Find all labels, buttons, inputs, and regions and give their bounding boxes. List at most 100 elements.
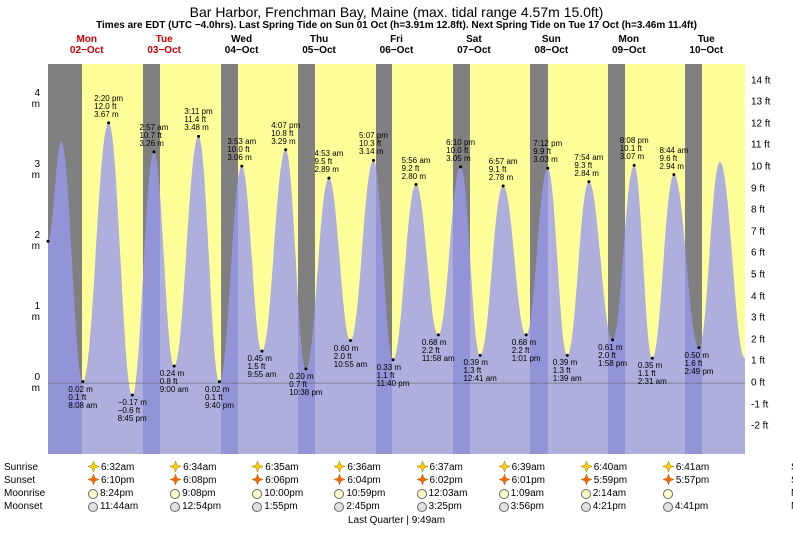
footer-cell: 12:03am	[417, 488, 499, 499]
footer-cell: 6:37am	[417, 461, 499, 475]
footer-row-moonrise: MoonriseMoonrise8:24pm9:08pm10:00pm10:59…	[48, 487, 745, 500]
footer-cell: 12:54pm	[170, 501, 252, 512]
moon-icon	[499, 489, 509, 499]
tide-point-label: 0.60 m2.0 ft10:55 am	[334, 345, 367, 369]
sun-yellow-icon	[170, 461, 181, 475]
moon-icon	[88, 502, 98, 512]
footer-cell: 6:41am	[663, 461, 745, 475]
footer-cell: 11:44am	[88, 501, 170, 512]
moon-icon	[170, 489, 180, 499]
time-value: 10:00pm	[264, 488, 303, 499]
date-header: Thu05−Oct	[280, 34, 357, 62]
time-value: 1:09am	[511, 488, 544, 499]
y-tick-ft: 7 ft	[751, 226, 781, 237]
time-value: 6:10pm	[101, 475, 134, 486]
y-tick-ft: 1 ft	[751, 356, 781, 367]
time-value: 10:59pm	[346, 488, 385, 499]
footer-cell: 6:10pm	[88, 474, 170, 488]
sun-orange-icon	[170, 474, 181, 488]
tide-point-label: 5:07 pm10.3 ft3.14 m	[359, 132, 388, 156]
tide-point-label: 7:54 am9.3 ft2.84 m	[574, 154, 603, 178]
time-value: 12:54pm	[182, 501, 221, 512]
footer-cell: 6:06pm	[252, 474, 334, 488]
time-value: 4:21pm	[593, 501, 626, 512]
y-tick-ft: -1 ft	[751, 399, 781, 410]
time-value: 6:34am	[183, 462, 216, 473]
moon-icon	[581, 502, 591, 512]
y-tick-m: 4 m	[26, 88, 40, 110]
footer-cell: 6:02pm	[417, 474, 499, 488]
sun-orange-icon	[663, 474, 674, 488]
y-tick-ft: 2 ft	[751, 334, 781, 345]
footer-cell: 3:25pm	[417, 501, 499, 512]
time-value: 2:14am	[593, 488, 626, 499]
footer-cell: 4:21pm	[581, 501, 663, 512]
sun-orange-icon	[88, 474, 99, 488]
y-tick-ft: 14 ft	[751, 75, 781, 86]
tide-point-label: 0.33 m1.1 ft11:40 pm	[377, 364, 410, 388]
tide-point-label: 0.45 m1.5 ft9:55 am	[248, 355, 277, 379]
footer-row-sunrise: SunriseSunrise6:32am6:34am6:35am6:36am6:…	[48, 461, 745, 474]
date-header: Sat07−Oct	[435, 34, 512, 62]
footer-cell: 9:08pm	[170, 488, 252, 499]
time-value: 6:35am	[265, 462, 298, 473]
moon-icon	[499, 502, 509, 512]
date-header: Mon02−Oct	[48, 34, 125, 62]
tide-point-label: 3:11 pm11.4 ft3.48 m	[184, 108, 212, 132]
moon-icon	[334, 502, 344, 512]
time-value: 6:40am	[594, 462, 627, 473]
sun-orange-icon	[252, 474, 263, 488]
footer-cell: 6:32am	[88, 461, 170, 475]
tide-point-label: 2:57 am10.7 ft3.26 m	[139, 124, 168, 148]
moon-icon	[252, 502, 262, 512]
y-tick-ft: 0 ft	[751, 378, 781, 389]
date-header: Sun08−Oct	[513, 34, 590, 62]
tide-point-label: 0.20 m0.7 ft10:38 pm	[289, 373, 322, 397]
footer-cell: 5:57pm	[663, 474, 745, 488]
footer-cell: 10:59pm	[334, 488, 416, 499]
y-tick-ft: 13 ft	[751, 97, 781, 108]
time-value: 6:39am	[512, 462, 545, 473]
sun-orange-icon	[417, 474, 428, 488]
moon-icon	[334, 489, 344, 499]
time-value: 6:06pm	[265, 475, 298, 486]
tide-point-label: 0.68 m2.2 ft1:01 pm	[512, 339, 541, 363]
footer-table: SunriseSunrise6:32am6:34am6:35am6:36am6:…	[48, 461, 745, 535]
time-value: 6:01pm	[512, 475, 545, 486]
tide-point-label: 0.24 m0.8 ft9:00 am	[160, 370, 189, 394]
moon-icon	[170, 502, 180, 512]
tide-point-label: 0.35 m1.1 ft2:31 am	[638, 362, 667, 386]
y-tick-ft: 3 ft	[751, 313, 781, 324]
tide-chart: 0 m1 m2 m3 m4 m -2 ft-1 ft0 ft1 ft2 ft3 …	[48, 64, 745, 454]
footer-row-moonset: MoonsetMoonset11:44am12:54pm1:55pm2:45pm…	[48, 500, 745, 513]
date-header: Wed04−Oct	[203, 34, 280, 62]
time-value: 9:08pm	[182, 488, 215, 499]
tide-point-label: 8:44 am9.6 ft2.94 m	[659, 147, 688, 171]
y-tick-ft: 9 ft	[751, 183, 781, 194]
y-tick-m: 3 m	[26, 159, 40, 181]
footer-cell: 6:36am	[334, 461, 416, 475]
time-value: 12:03am	[429, 488, 468, 499]
y-tick-ft: 4 ft	[751, 291, 781, 302]
sun-yellow-icon	[663, 461, 674, 475]
tide-point-label: 3:53 am10.0 ft3.06 m	[227, 138, 256, 162]
sun-yellow-icon	[581, 461, 592, 475]
y-tick-ft: 11 ft	[751, 140, 781, 151]
date-header: Tue10−Oct	[668, 34, 745, 62]
time-value: 8:24pm	[100, 488, 133, 499]
time-value: 6:41am	[676, 462, 709, 473]
y-tick-m: 1 m	[26, 301, 40, 323]
moon-icon	[417, 489, 427, 499]
footer-cell: 6:08pm	[170, 474, 252, 488]
moon-icon	[581, 489, 591, 499]
footer-cell: 6:01pm	[499, 474, 581, 488]
y-tick-ft: 12 ft	[751, 118, 781, 129]
y-tick-ft: 8 ft	[751, 205, 781, 216]
moon-icon	[88, 489, 98, 499]
sun-orange-icon	[334, 474, 345, 488]
y-tick-ft: -2 ft	[751, 421, 781, 432]
date-headers: Mon02−OctTue03−OctWed04−OctThu05−OctFri0…	[48, 34, 745, 62]
time-value: 5:57pm	[676, 475, 709, 486]
chart-title: Bar Harbor, Frenchman Bay, Maine (max. t…	[0, 0, 793, 20]
y-tick-m: 0 m	[26, 372, 40, 394]
